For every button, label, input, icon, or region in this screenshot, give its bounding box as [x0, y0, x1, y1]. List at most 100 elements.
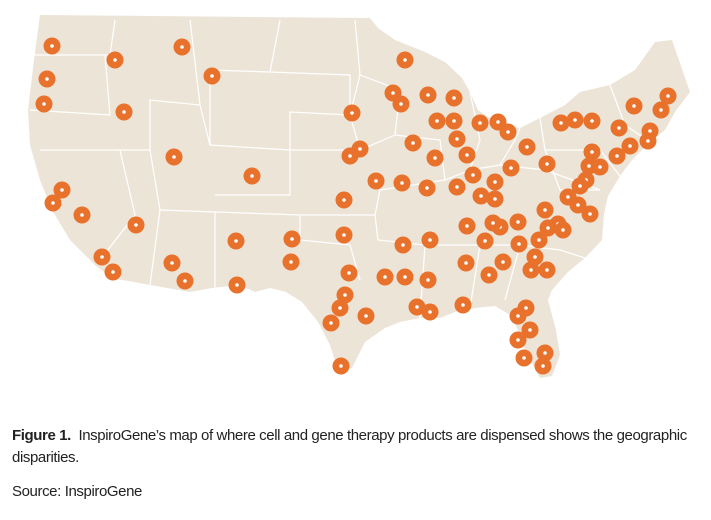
location-marker	[458, 217, 476, 235]
marker-dot	[496, 120, 500, 124]
location-marker	[448, 178, 466, 196]
marker-dot	[559, 121, 563, 125]
location-marker	[53, 181, 71, 199]
figure-label: Figure 1.	[12, 427, 71, 444]
marker-dot	[347, 271, 351, 275]
marker-dot	[80, 213, 84, 217]
location-marker	[509, 331, 527, 349]
state-borders	[29, 19, 651, 319]
marker-dot	[516, 220, 520, 224]
marker-dot	[465, 153, 469, 157]
figure-caption: Figure 1. InspiroGene’s map of where cel…	[12, 425, 702, 469]
marker-dot	[374, 179, 378, 183]
marker-dot	[435, 119, 439, 123]
location-marker	[554, 221, 572, 239]
marker-dot	[666, 94, 670, 98]
location-marker	[283, 230, 301, 248]
marker-dot	[290, 237, 294, 241]
marker-dot	[517, 242, 521, 246]
marker-dot	[478, 121, 482, 125]
location-marker	[73, 206, 91, 224]
marker-dot	[628, 144, 632, 148]
marker-dot	[426, 278, 430, 282]
marker-dot	[234, 239, 238, 243]
location-marker	[404, 134, 422, 152]
location-marker	[228, 276, 246, 294]
marker-dot	[134, 223, 138, 227]
marker-dot	[183, 279, 187, 283]
location-marker	[282, 253, 300, 271]
marker-dot	[576, 203, 580, 207]
location-marker	[104, 263, 122, 281]
location-marker	[163, 254, 181, 272]
marker-dot	[648, 129, 652, 133]
marker-dot	[587, 164, 591, 168]
location-marker	[534, 357, 552, 375]
location-marker	[566, 111, 584, 129]
location-marker	[499, 123, 517, 141]
marker-dot	[561, 228, 565, 232]
location-marker	[243, 167, 261, 185]
location-marker	[486, 190, 504, 208]
marker-dot	[483, 239, 487, 243]
location-marker	[583, 112, 601, 130]
marker-dot	[452, 96, 456, 100]
location-marker	[421, 231, 439, 249]
location-marker	[486, 173, 504, 191]
marker-dot	[464, 261, 468, 265]
marker-dot	[426, 93, 430, 97]
location-marker	[115, 103, 133, 121]
location-marker	[583, 143, 601, 161]
marker-dot	[210, 74, 214, 78]
location-marker	[421, 303, 439, 321]
marker-dot	[111, 270, 115, 274]
marker-dot	[338, 306, 342, 310]
location-marker	[106, 51, 124, 69]
location-marker	[448, 130, 466, 148]
marker-dot	[528, 328, 532, 332]
marker-dot	[493, 197, 497, 201]
location-marker	[332, 357, 350, 375]
location-marker	[552, 114, 570, 132]
location-marker	[93, 248, 111, 266]
marker-dot	[506, 130, 510, 134]
location-marker	[639, 132, 657, 150]
marker-dot	[588, 212, 592, 216]
marker-dot	[433, 156, 437, 160]
marker-dot	[428, 238, 432, 242]
marker-dot	[180, 45, 184, 49]
location-marker	[426, 149, 444, 167]
marker-dot	[170, 261, 174, 265]
marker-dot	[45, 77, 49, 81]
marker-dot	[578, 184, 582, 188]
marker-dot	[113, 58, 117, 62]
marker-dot	[590, 150, 594, 154]
marker-dot	[646, 139, 650, 143]
location-marker	[445, 112, 463, 130]
location-marker	[621, 137, 639, 155]
marker-dot	[479, 194, 483, 198]
location-marker	[502, 159, 520, 177]
location-marker	[376, 268, 394, 286]
marker-dot	[524, 306, 528, 310]
marker-dot	[617, 126, 621, 130]
location-marker	[659, 87, 677, 105]
location-marker	[509, 213, 527, 231]
location-marker	[43, 37, 61, 55]
marker-dot	[516, 314, 520, 318]
marker-dot	[100, 255, 104, 259]
location-marker	[392, 95, 410, 113]
location-marker	[581, 205, 599, 223]
marker-dot	[533, 255, 537, 259]
marker-dot	[455, 137, 459, 141]
marker-dot	[400, 181, 404, 185]
location-marker	[394, 236, 412, 254]
location-marker	[335, 226, 353, 244]
location-marker	[165, 148, 183, 166]
location-marker	[510, 235, 528, 253]
location-marker	[357, 307, 375, 325]
marker-dot	[541, 364, 545, 368]
location-marker	[396, 51, 414, 69]
marker-dot	[615, 154, 619, 158]
